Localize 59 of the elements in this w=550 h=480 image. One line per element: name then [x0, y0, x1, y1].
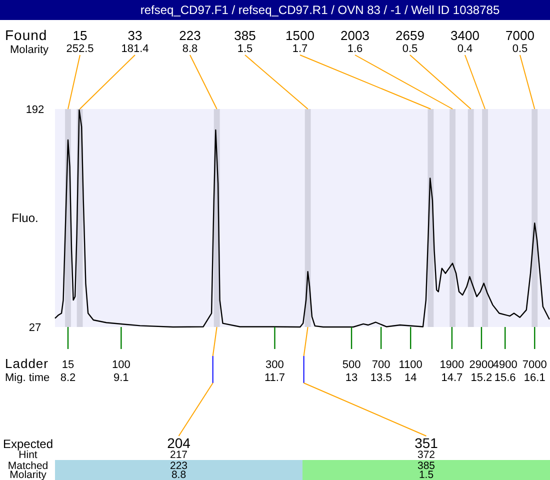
text: 0.5	[402, 43, 418, 55]
text: Matched	[8, 460, 48, 472]
text: 700	[372, 359, 390, 371]
chart-title: refseq_CD97.F1 / refseq_CD97.R1 / OVN 83 / -1 / Well ID 1038785	[140, 3, 500, 17]
text: 500	[342, 359, 361, 371]
text: 1.5	[418, 469, 434, 480]
x-tick-label: 8.2	[60, 372, 76, 384]
x-tick-label: 14	[404, 372, 417, 384]
annotation: 15	[72, 28, 88, 43]
text: Molarity	[10, 44, 50, 56]
text: 223	[170, 460, 188, 472]
annotation: 223	[179, 28, 201, 43]
annotation: 3400	[450, 28, 480, 43]
text: 7000	[522, 359, 547, 371]
y-axis-title: Fluo.	[12, 211, 38, 225]
text: 217	[170, 449, 188, 461]
text: 1.5	[237, 43, 253, 55]
text: 351	[414, 435, 438, 451]
text: 252.5	[66, 43, 94, 55]
x-axis-title: Mig. time	[5, 372, 50, 384]
y-tick-label: 27	[28, 322, 42, 334]
text: 372	[417, 449, 436, 461]
y-tick-label: 192	[26, 104, 44, 116]
text: 8.8	[171, 469, 186, 480]
x-tick-label: 13	[345, 372, 358, 384]
text: Ladder	[5, 356, 49, 371]
line-series	[54, 109, 550, 328]
text: Hint	[18, 449, 38, 461]
annotation: 2659	[396, 28, 424, 43]
text: 1.6	[347, 43, 363, 55]
text: Found	[5, 27, 48, 43]
annotation: 385	[234, 28, 256, 43]
text: 181.4	[121, 43, 149, 55]
annotation: 7000	[506, 28, 534, 43]
x-tick-label: 15.6	[494, 372, 516, 384]
x-tick-label: 13.5	[370, 372, 392, 384]
annotation: 2003	[340, 28, 370, 43]
text: 4900	[492, 359, 518, 371]
text: 100	[112, 359, 130, 371]
text: 204	[167, 435, 191, 451]
text: 1100	[398, 359, 422, 371]
annotation: 33	[128, 28, 142, 43]
text: 8.8	[182, 43, 198, 55]
text: 0.4	[457, 43, 473, 55]
text: 0.5	[512, 43, 528, 55]
x-tick-label: 14.7	[441, 372, 463, 384]
text: 2900	[469, 359, 494, 371]
text: 1900	[440, 359, 464, 371]
annotation: 1500	[286, 28, 314, 43]
text: 385	[417, 460, 436, 472]
text: 300	[266, 359, 284, 371]
x-tick-label: 15.2	[470, 372, 492, 384]
x-tick-label: 16.1	[524, 372, 546, 384]
x-tick-label: 9.1	[114, 372, 129, 384]
text: 1.7	[292, 43, 308, 55]
text: Expected	[2, 437, 54, 451]
x-tick-label: 11.7	[264, 372, 286, 384]
text: Molarity	[10, 469, 48, 480]
text: 15	[62, 359, 74, 371]
